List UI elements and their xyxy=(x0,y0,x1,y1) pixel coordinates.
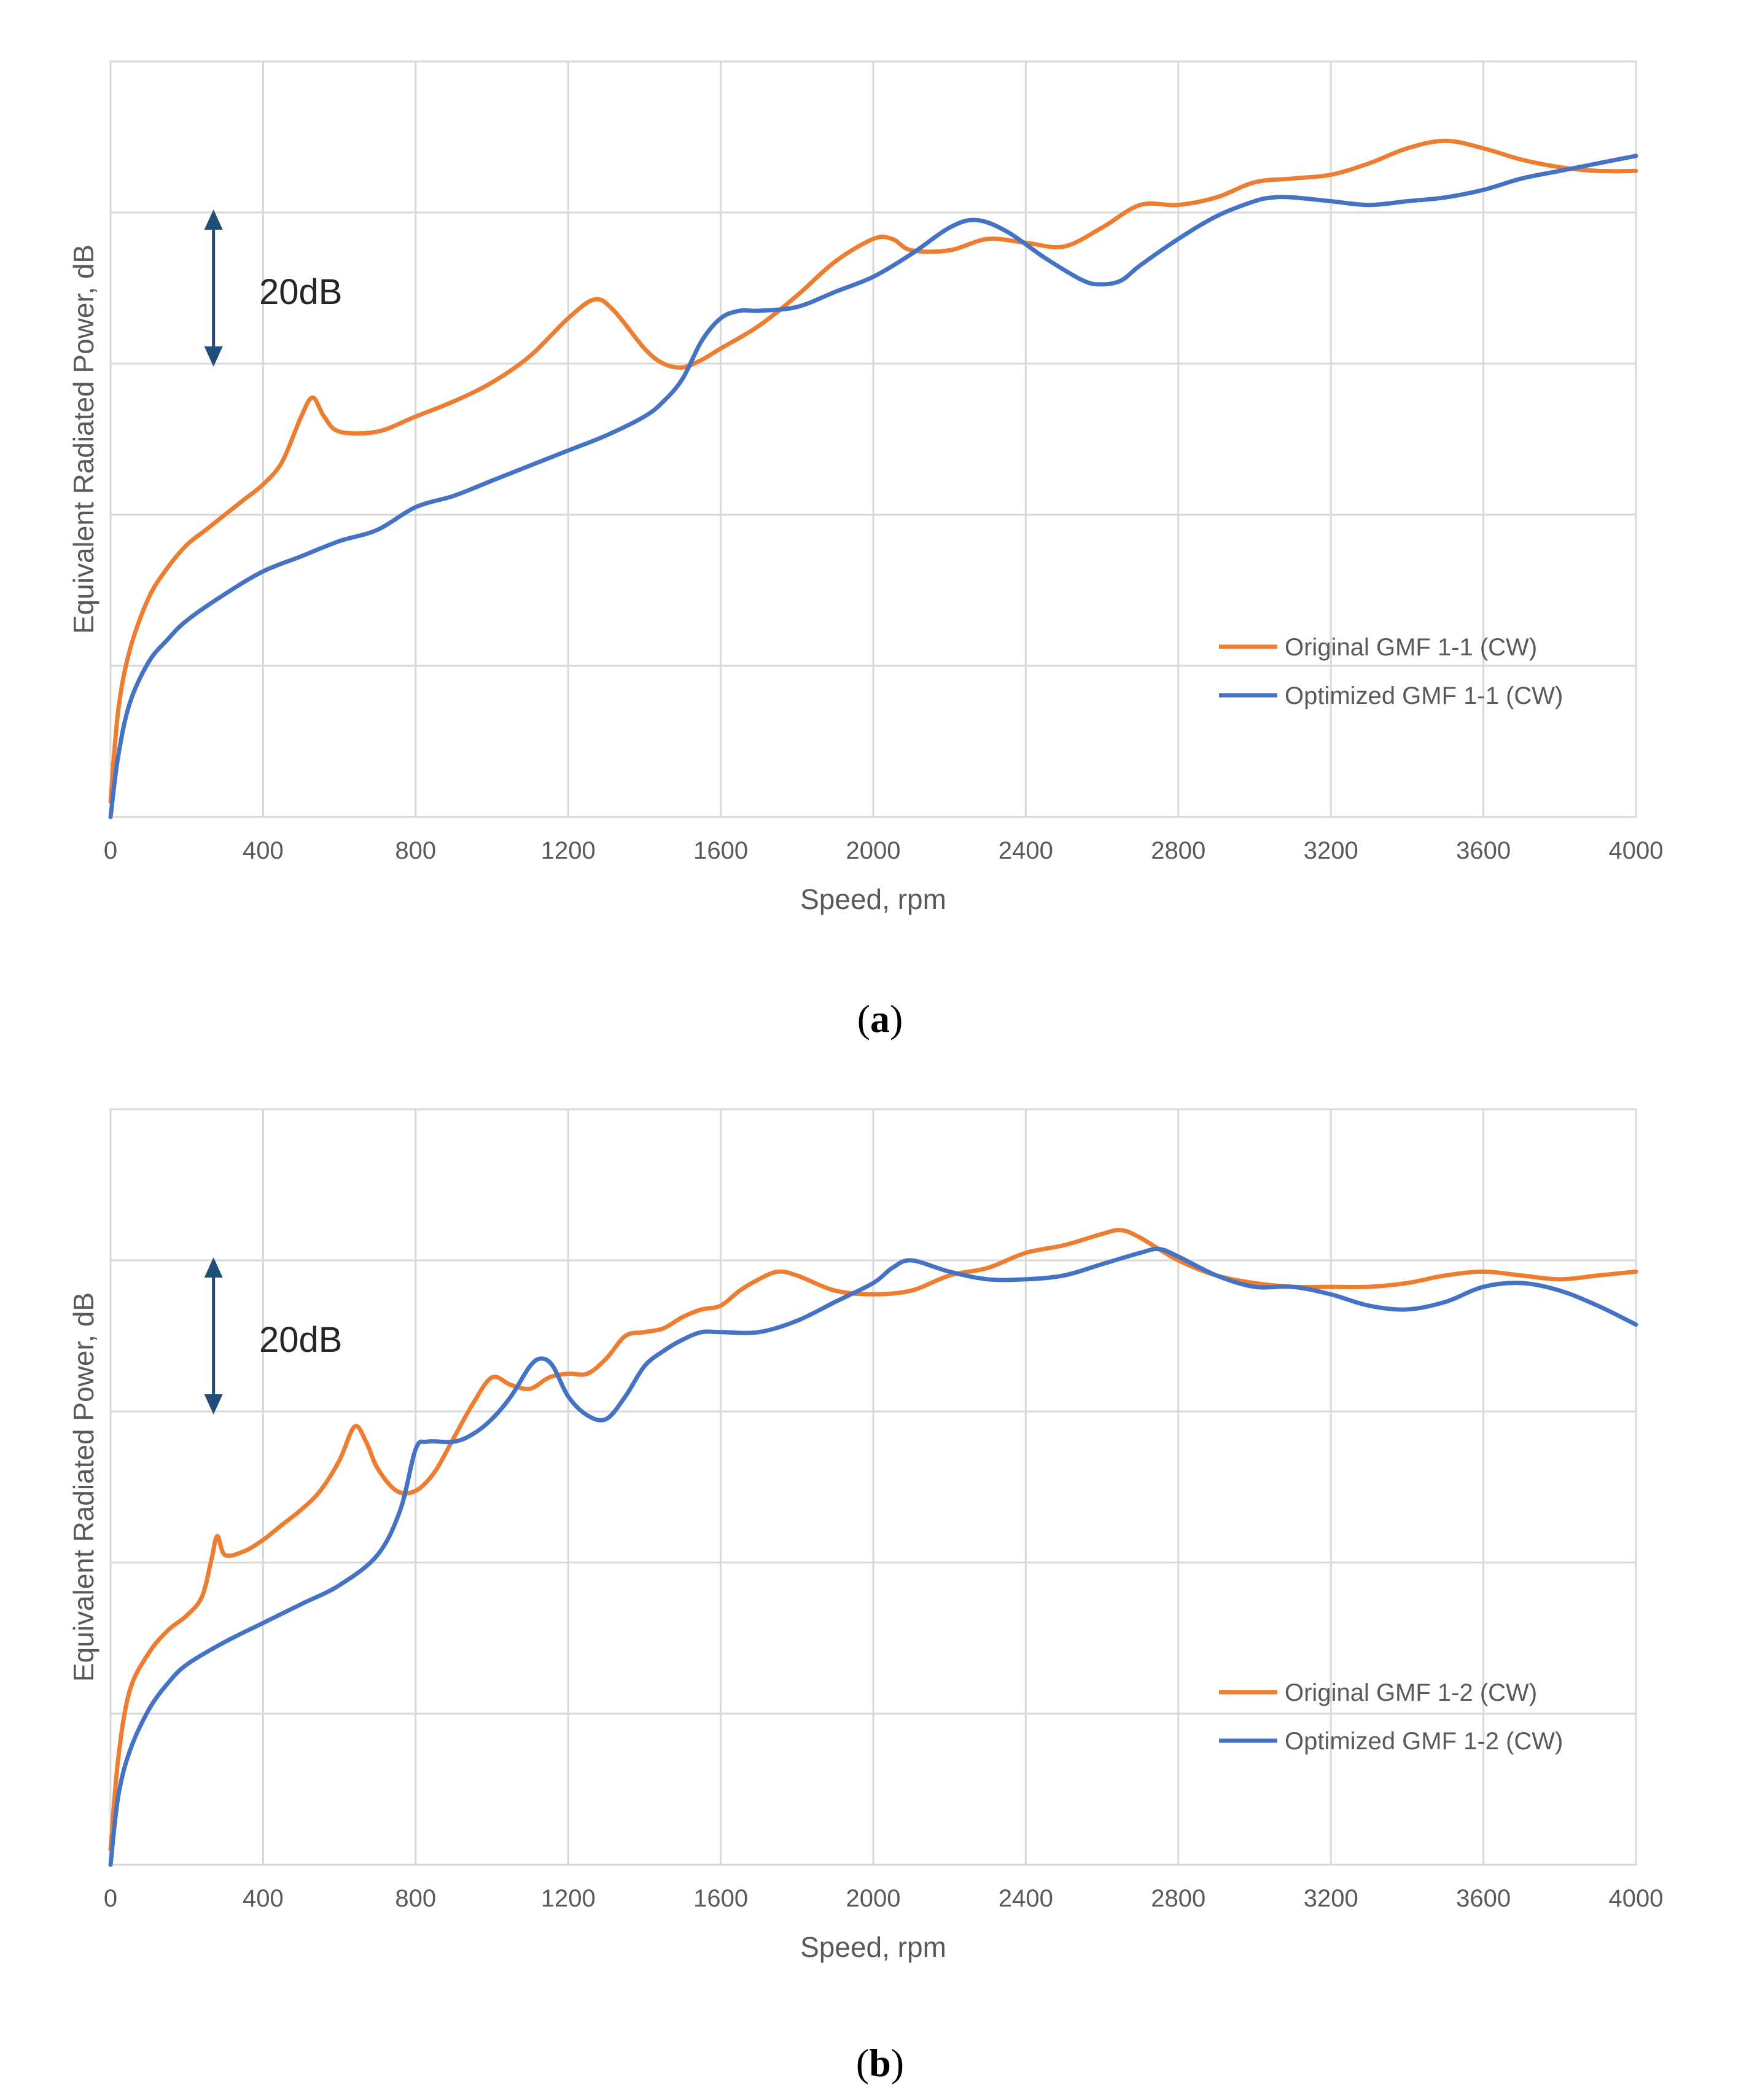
plot-frame xyxy=(109,1108,1637,1866)
x-tick-label: 4000 xyxy=(1609,837,1664,864)
annotation-label: 20dB xyxy=(259,1320,342,1360)
x-tick-label: 1200 xyxy=(541,1885,596,1912)
x-tick-label: 3200 xyxy=(1304,837,1358,864)
x-tick-label: 4000 xyxy=(1609,1885,1664,1912)
series-line-optimized xyxy=(108,1246,1638,1867)
x-tick-label: 3600 xyxy=(1456,837,1511,864)
x-tick-label: 800 xyxy=(395,837,436,864)
x-tick-labels: 0 400 800 1200 1600 2000 2400 2800 3200 3600 4000 xyxy=(104,1885,1664,1912)
legend-label-optimized: Optimized GMF 1-1 (CW) xyxy=(1285,682,1563,709)
x-tick-label: 2400 xyxy=(999,837,1053,864)
chart-panel-b: 0 400 800 1200 1600 2000 2400 2800 3200 3600 4000 … xyxy=(68,1108,1664,1963)
x-tick-label: 400 xyxy=(243,1885,284,1912)
x-tick-labels: 0 400 800 1200 1600 2000 2400 2800 3200 3600 4000 xyxy=(104,837,1664,864)
plot-frame xyxy=(109,60,1637,818)
series-line-optimized xyxy=(108,154,1638,819)
legend-entry: Optimized GMF 1-2 (CW) xyxy=(1219,1728,1563,1755)
x-tick-label: 2000 xyxy=(846,1885,901,1912)
arrow-up-icon xyxy=(204,209,223,230)
x-tick-label: 3600 xyxy=(1456,1885,1511,1912)
x-tick-label: 0 xyxy=(104,837,117,864)
x-tick-label: 2800 xyxy=(1151,837,1205,864)
x-tick-label: 1200 xyxy=(541,837,596,864)
legend-label-optimized: Optimized GMF 1-2 (CW) xyxy=(1285,1728,1563,1755)
annotation-20db: 20dB xyxy=(204,209,342,367)
legend-entry: Original GMF 1-1 (CW) xyxy=(1219,634,1537,661)
caption-a: (a) xyxy=(857,997,903,1040)
x-tick-label: 2000 xyxy=(846,837,901,864)
legend-entry: Optimized GMF 1-1 (CW) xyxy=(1219,682,1563,709)
arrow-up-icon xyxy=(204,1257,223,1278)
x-tick-label: 2400 xyxy=(999,1885,1053,1912)
annotation-label: 20dB xyxy=(259,272,342,312)
legend: Original GMF 1-2 (CW) Optimized GMF 1-2 … xyxy=(1219,1679,1563,1755)
legend-label-original: Original GMF 1-2 (CW) xyxy=(1285,1679,1537,1706)
x-axis-title: Speed, rpm xyxy=(800,883,946,915)
legend-label-original: Original GMF 1-1 (CW) xyxy=(1285,634,1537,661)
x-tick-label: 400 xyxy=(243,837,284,864)
legend-entry: Original GMF 1-2 (CW) xyxy=(1219,1679,1537,1706)
arrow-down-icon xyxy=(204,346,223,367)
arrow-down-icon xyxy=(204,1394,223,1415)
y-axis-title: Equivalent Radiated Power, dB xyxy=(68,1292,99,1682)
x-axis-title: Speed, rpm xyxy=(800,1931,946,1963)
series-lines xyxy=(108,1228,1638,1867)
y-axis-title: Equivalent Radiated Power, dB xyxy=(68,244,99,634)
x-tick-label: 1600 xyxy=(693,1885,748,1912)
x-tick-label: 0 xyxy=(104,1885,117,1912)
series-lines xyxy=(108,138,1638,819)
series-line-original xyxy=(108,138,1638,804)
caption-b: (b) xyxy=(856,2041,904,2085)
annotation-20db: 20dB xyxy=(204,1257,342,1415)
chart-panel-a: 0 400 800 1200 1600 2000 2400 2800 3200 3600 4000 … xyxy=(68,60,1664,915)
x-tick-label: 3200 xyxy=(1304,1885,1358,1912)
x-tick-label: 1600 xyxy=(693,837,748,864)
x-tick-label: 800 xyxy=(395,1885,436,1912)
legend: Original GMF 1-1 (CW) Optimized GMF 1-1 … xyxy=(1219,634,1563,709)
x-tick-label: 2800 xyxy=(1151,1885,1205,1912)
